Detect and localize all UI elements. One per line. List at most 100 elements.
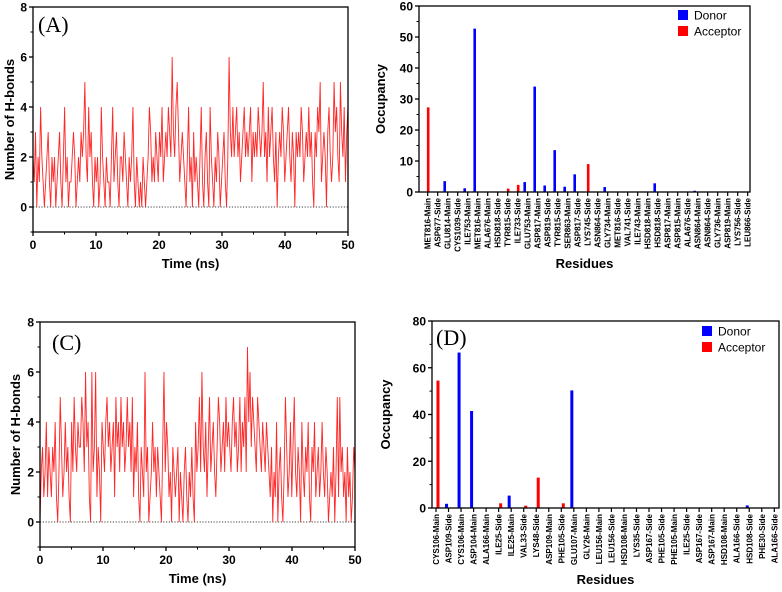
hbond-series-line xyxy=(32,56,349,208)
donor-bar xyxy=(523,182,526,192)
residue-label: LYS35-Side xyxy=(632,513,641,557)
y-tick-label: 60 xyxy=(413,361,427,375)
residue-label: VAL33-Side xyxy=(520,513,529,557)
y-tick-label: 4 xyxy=(20,101,27,115)
residue-label: LEU156-Main xyxy=(595,514,604,564)
residue-label: LYS756-Side xyxy=(734,197,743,245)
x-axis-title: Residues xyxy=(577,572,635,587)
donor-bar xyxy=(553,150,556,192)
y-axis-title: Occupancy xyxy=(373,63,388,134)
residue-label: HSD108-Side xyxy=(745,513,754,563)
hbond-series-line xyxy=(39,346,356,523)
y-tick-label: 2 xyxy=(20,151,27,165)
residue-label: HSD818-Main xyxy=(644,198,653,249)
donor-bar xyxy=(463,188,466,192)
panel-label: (D) xyxy=(436,325,467,350)
legend-label-acceptor: Acceptor xyxy=(718,341,765,355)
y-tick-label: 60 xyxy=(400,0,414,14)
y-tick-label: 10 xyxy=(400,155,414,169)
y-axis-title: Number of H-bonds xyxy=(8,374,23,495)
residue-label: ASP817-Side xyxy=(574,197,583,247)
x-tick-label: 40 xyxy=(278,238,292,252)
donor-bar xyxy=(603,187,606,192)
residue-label: ILE25-Main xyxy=(507,514,516,556)
residue-label: GLY26-Main xyxy=(582,514,591,560)
x-tick-label: 20 xyxy=(159,553,173,567)
y-tick-label: 50 xyxy=(400,31,414,45)
residue-label: LEU866-Side xyxy=(744,197,753,246)
legend-swatch-acceptor xyxy=(702,342,712,352)
panel-b: MET816-Main ASP677-Side GLU814-Main CYS1039… xyxy=(373,0,753,271)
donor-bar xyxy=(470,410,474,508)
x-tick-label: 10 xyxy=(96,553,110,567)
residue-label: HSD108-Main xyxy=(720,514,729,565)
y-tick-label: 30 xyxy=(400,93,414,107)
panel-c: 0 10 20 30 40 50 Time (ns) 0 2 4 6 8 Number of H-bon… xyxy=(8,316,362,587)
residue-label: ASP819-Main xyxy=(724,198,733,249)
residue-label: ASP677-Side xyxy=(434,197,443,247)
x-axis-title: Time (ns) xyxy=(162,256,220,271)
x-axis-title: Residues xyxy=(556,256,614,271)
x-tick-label: 0 xyxy=(37,553,44,567)
legend-label-acceptor: Acceptor xyxy=(694,25,741,39)
donor-bar xyxy=(563,186,566,192)
residue-label: LEU156-Side xyxy=(607,513,616,562)
acceptor-bar xyxy=(426,107,430,192)
residue-label: GLY736-Main xyxy=(714,198,723,248)
x-tick-label: 30 xyxy=(215,238,229,252)
x-axis-title: Time (ns) xyxy=(169,571,227,586)
y-tick-label: 2 xyxy=(27,466,34,480)
residue-label: ILE25-Side xyxy=(683,513,692,554)
y-tick-label: 8 xyxy=(20,1,27,15)
residue-label: GLU814-Main xyxy=(444,198,453,249)
panel-d: CYS106-Main ASP109-Side CYS106-Main ASP104-… xyxy=(378,315,780,587)
residue-label: GLU753-Main xyxy=(524,198,533,249)
residue-label: PHE105-Side xyxy=(658,513,667,563)
panel-label: (A) xyxy=(38,12,69,37)
residue-label: GLY734-Main xyxy=(604,198,613,248)
x-tick-label: 20 xyxy=(152,238,166,252)
plot-frame xyxy=(39,321,356,548)
residue-label: TYR815-Side xyxy=(554,197,563,246)
residue-label: VAL741-Side xyxy=(624,197,633,246)
y-tick-label: 40 xyxy=(400,62,414,76)
x-tick-label: 30 xyxy=(222,553,236,567)
y-tick-label: 0 xyxy=(27,516,34,530)
acceptor-bar xyxy=(506,188,510,192)
donor-bar xyxy=(573,174,576,192)
residue-label: HSD818-Side xyxy=(494,197,503,247)
residue-label: ILE753-Main xyxy=(464,198,473,245)
donor-bar xyxy=(445,503,449,508)
acceptor-bar xyxy=(499,503,503,508)
donor-bar xyxy=(745,505,749,508)
residue-label: GLU107-Main xyxy=(570,514,579,565)
residue-label: ALA676-Side xyxy=(684,197,693,247)
x-tick-label: 40 xyxy=(285,553,299,567)
residue-label: ALA166-Main xyxy=(482,514,491,565)
residue-label: ALA676-Main xyxy=(484,198,493,249)
y-tick-label: 4 xyxy=(27,416,34,430)
residue-label: ASP109-Main xyxy=(545,514,554,565)
residue-label: ILE743-Main xyxy=(634,198,643,245)
residue-label: CYS106-Main xyxy=(457,514,466,565)
y-axis-title: Number of H-bonds xyxy=(2,59,17,180)
residue-label: ASN864-Main xyxy=(694,198,703,249)
donor-bar xyxy=(533,86,536,192)
panel-label: (C) xyxy=(52,330,81,355)
acceptor-bar xyxy=(561,503,565,508)
plot-frame xyxy=(32,6,349,233)
residue-label: PHE105-Main xyxy=(670,514,679,565)
panel-a: 0 10 20 30 40 50 Time (ns) 0 2 4 6 8 Number of H-bon… xyxy=(2,1,355,272)
residue-label: ILE25-Side xyxy=(495,513,504,554)
residue-label: ASP167-Side xyxy=(645,513,654,563)
legend-label-donor: Donor xyxy=(718,325,751,339)
residue-label: MET816-Main xyxy=(424,198,433,249)
residue-label: TYR815-Side xyxy=(504,197,513,246)
x-tick-label: 0 xyxy=(30,238,37,252)
donor-bar xyxy=(570,390,574,508)
residue-label: ASP104-Main xyxy=(470,514,479,565)
acceptor-bar xyxy=(536,477,540,508)
residue-label: ASP109-Side xyxy=(445,513,454,563)
residue-label: ASP167-Side xyxy=(695,513,704,563)
